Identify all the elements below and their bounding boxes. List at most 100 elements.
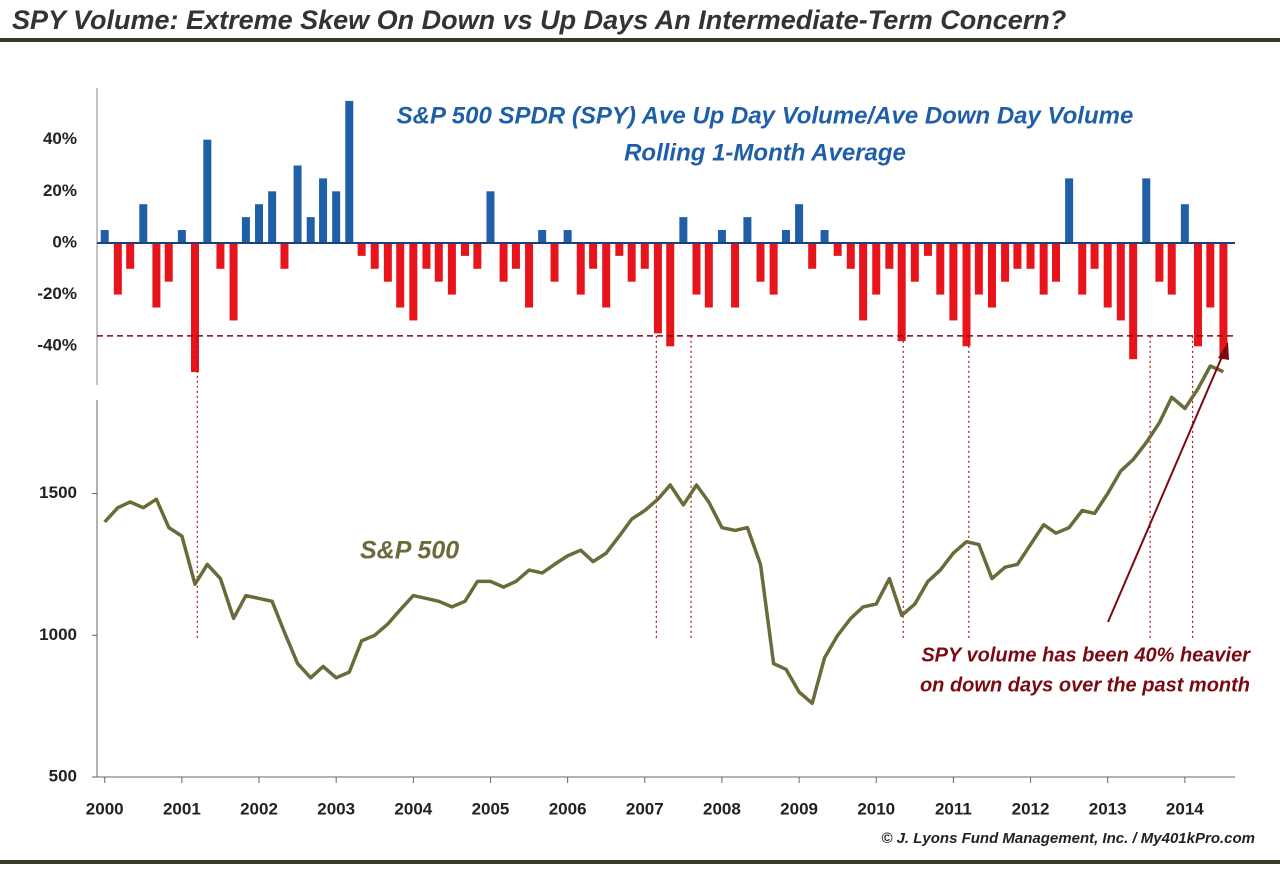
volume-bar [473,242,482,269]
volume-bar [268,191,277,243]
volume-bar [769,242,778,295]
series-label: S&P 500 [360,537,459,565]
volume-bar [525,242,534,308]
volume-bar [100,230,109,243]
volume-bar [820,230,829,243]
volume-bar [949,242,958,321]
x-tick-label: 2004 [394,799,432,818]
price-line [103,364,1225,706]
x-tick-label: 2014 [1166,799,1204,818]
volume-bar [486,191,495,243]
volume-bar [345,100,354,243]
volume-bar [332,191,341,243]
volume-bar [627,242,636,282]
y-tick-label: 1000 [39,625,77,644]
volume-bar [409,242,418,321]
y-tick-label: 40% [43,129,77,148]
x-tick-label: 2011 [935,799,972,818]
volume-bar [255,204,264,243]
volume-bar [164,242,173,282]
volume-bar [357,242,366,256]
volume-bar [1065,178,1074,243]
volume-bar [781,230,790,243]
volume-bar [293,165,302,243]
volume-bar [602,242,611,308]
page-title: SPY Volume: Extreme Skew On Down vs Up D… [12,5,1066,35]
volume-bar [936,242,945,295]
volume-bar [511,242,520,269]
volume-bar [1103,242,1112,308]
volume-bar [717,230,726,243]
y-tick-label: -40% [37,336,77,355]
volume-bar [872,242,881,295]
volume-bar [885,242,894,269]
volume-bar [370,242,379,269]
volume-bar [461,242,470,256]
annotation: on down days over the past month [920,674,1250,696]
volume-bar [203,139,212,243]
x-tick-label: 2007 [626,799,664,818]
y-tick-label: 1500 [39,483,77,502]
x-tick-label: 2012 [1012,799,1050,818]
volume-bar [795,204,804,243]
volume-bar [1026,242,1035,269]
arrow-head [1218,342,1229,360]
volume-bar [229,242,238,321]
volume-bar [1155,242,1164,282]
x-tick-label: 2000 [86,799,124,818]
volume-bar [434,242,443,282]
panel-title: Rolling 1-Month Average [624,139,906,166]
volume-bar [319,178,328,243]
annotation: SPY volume has been 40% heavier [921,644,1251,666]
volume-bar [1116,242,1125,321]
volume-bar [1078,242,1087,295]
volume-bar [692,242,701,295]
x-tick-label: 2008 [703,799,741,818]
volume-bar [987,242,996,308]
volume-bar [538,230,547,243]
volume-bar [974,242,983,295]
volume-bar [113,242,122,295]
volume-bar [447,242,456,295]
volume-bar [589,242,598,269]
volume-bar [1167,242,1176,295]
volume-bar [1013,242,1022,269]
volume-bar [1193,242,1202,347]
volume-bar [615,242,624,256]
volume-bar [563,230,572,243]
volume-bar [1039,242,1048,295]
volume-bar [962,242,971,347]
volume-bar [216,242,225,269]
volume-bar [731,242,740,308]
volume-bar [859,242,868,321]
volume-bar [383,242,392,282]
volume-bar [241,217,250,243]
volume-bar [756,242,765,282]
volume-bar [808,242,817,269]
volume-bar [846,242,855,269]
x-tick-label: 2001 [163,799,201,818]
bottom-rule [0,860,1280,864]
volume-bar [666,242,675,347]
volume-bar [897,242,906,342]
y-tick-label: 20% [43,181,77,200]
credit: © J. Lyons Fund Management, Inc. / My401… [881,830,1255,847]
volume-bar [126,242,135,269]
y-tick-label: -20% [37,284,77,303]
volume-bar [1052,242,1061,282]
volume-bar [152,242,161,308]
volume-bar [1142,178,1151,243]
volume-bar [1219,242,1228,360]
x-tick-label: 2006 [549,799,587,818]
volume-bar [910,242,919,282]
volume-bar [653,242,662,334]
panel-title: S&P 500 SPDR (SPY) Ave Up Day Volume/Ave… [397,102,1134,129]
volume-bar [640,242,649,269]
x-tick-label: 2010 [857,799,895,818]
volume-bar [1180,204,1189,243]
volume-bar [190,242,199,373]
x-tick-label: 2003 [317,799,355,818]
volume-bar [1090,242,1099,269]
volume-bar [422,242,431,269]
